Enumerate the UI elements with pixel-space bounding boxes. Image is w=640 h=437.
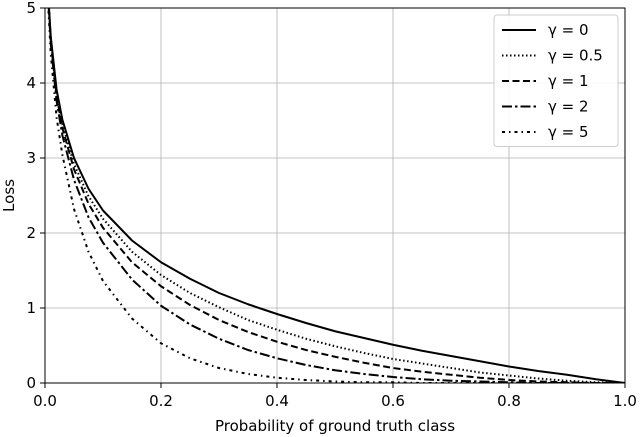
y-tick-label: 3 xyxy=(26,149,36,167)
legend-label-3: γ = 2 xyxy=(548,98,589,116)
plot-frame xyxy=(44,7,626,384)
x-tick-label: 0.6 xyxy=(381,392,405,410)
legend-label-2: γ = 1 xyxy=(548,72,589,90)
x-axis-label: Probability of ground truth class xyxy=(215,417,455,435)
y-tick-label: 4 xyxy=(26,74,36,92)
series-line-4 xyxy=(47,10,625,383)
ticks: 0.0 0.2 0.4 0.6 0.8 1.0 0 1 2 3 4 5 xyxy=(26,0,636,410)
legend-box xyxy=(493,14,619,147)
legend-label-4: γ = 5 xyxy=(548,123,589,141)
x-tick-label: 0.2 xyxy=(149,392,173,410)
x-tick-label: 0.4 xyxy=(265,392,289,410)
y-tick-label: 5 xyxy=(26,0,36,17)
series-line-2 xyxy=(47,8,625,383)
y-tick-label: 0 xyxy=(26,374,36,392)
y-tick-label: 2 xyxy=(26,224,36,242)
series-layer xyxy=(47,8,625,383)
legend: γ = 0 γ = 0.5 γ = 1 γ = 2 γ = 5 xyxy=(493,14,619,147)
series-line-0 xyxy=(48,8,625,383)
x-tick-label: 1.0 xyxy=(613,392,637,410)
x-tick-label: 0.0 xyxy=(33,392,57,410)
legend-label-0: γ = 0 xyxy=(548,21,589,39)
y-tick-label: 1 xyxy=(26,299,36,317)
legend-label-1: γ = 0.5 xyxy=(548,47,603,65)
x-tick-label: 0.8 xyxy=(497,392,521,410)
y-axis-label: Loss xyxy=(0,179,18,212)
